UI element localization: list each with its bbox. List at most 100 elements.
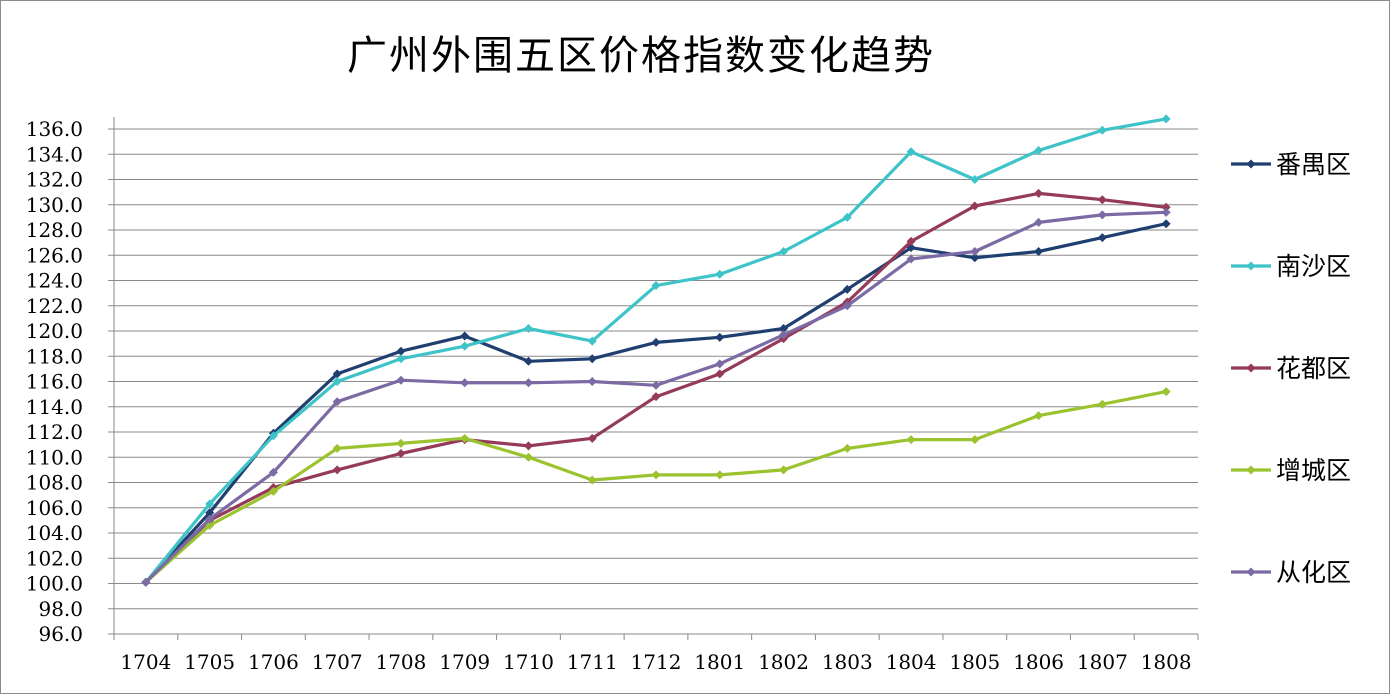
data-point [523, 323, 533, 333]
y-tick-label: 118.0 [26, 344, 83, 368]
legend-marker [1246, 465, 1256, 475]
legend-item-3: 花都区 [1231, 354, 1351, 383]
x-tick-label: 1709 [439, 650, 490, 674]
data-point [1097, 125, 1107, 135]
data-point [460, 433, 470, 443]
data-point [970, 175, 980, 184]
data-point [523, 441, 533, 451]
data-point [715, 269, 725, 279]
data-point [651, 392, 661, 402]
y-tick-label: 120.0 [26, 319, 83, 343]
data-point [332, 377, 342, 386]
data-point [1161, 114, 1171, 124]
data-point [779, 246, 789, 256]
data-point [715, 369, 725, 379]
axes [108, 117, 1199, 640]
data-point [396, 375, 406, 385]
data-point [396, 354, 406, 364]
data-point [651, 380, 661, 390]
legend-marker [1246, 567, 1256, 577]
legend-item-5: 从化区 [1231, 558, 1351, 587]
x-tick-label: 1707 [312, 650, 363, 674]
x-tick-label: 1804 [886, 650, 937, 674]
chart-title: 广州外围五区价格指数变化趋势 [347, 33, 935, 79]
legend-label: 增城区 [1276, 456, 1351, 485]
series-5 [141, 207, 1171, 587]
data-point [523, 378, 533, 388]
data-point [396, 438, 406, 448]
legend-item-4: 增城区 [1231, 456, 1351, 485]
y-tick-label: 98.0 [38, 597, 83, 621]
series-1 [141, 219, 1171, 587]
data-point [587, 377, 597, 386]
data-point [970, 435, 980, 445]
y-tick-label: 108.0 [26, 471, 83, 495]
data-point [970, 253, 980, 263]
data-point [205, 508, 215, 518]
series-2 [141, 114, 1171, 587]
data-point [1161, 202, 1171, 212]
y-tick-label: 122.0 [26, 294, 83, 318]
data-point [842, 301, 852, 311]
data-point [587, 354, 597, 364]
data-point [1097, 399, 1107, 409]
y-tick-label: 136.0 [26, 117, 83, 141]
data-point [651, 281, 661, 291]
y-tick-label: 126.0 [26, 243, 83, 267]
y-tick-label: 102.0 [26, 546, 83, 570]
x-tick-label: 1711 [567, 650, 618, 674]
x-tick-label: 1801 [694, 650, 745, 674]
data-point [1161, 207, 1171, 217]
data-point [268, 467, 278, 477]
y-tick-label: 110.0 [26, 445, 83, 469]
x-tick-label: 1802 [758, 650, 809, 674]
data-point [205, 499, 215, 509]
y-tick-label: 96.0 [38, 622, 83, 646]
data-point [906, 435, 916, 445]
legend-item-2: 南沙区 [1231, 252, 1351, 281]
y-tick-label: 106.0 [26, 496, 83, 520]
data-point [970, 246, 980, 256]
data-point [715, 359, 725, 369]
series-line [144, 222, 1168, 584]
data-point [1161, 387, 1171, 397]
data-point [779, 465, 789, 475]
data-point [1161, 219, 1171, 229]
y-tick-label: 128.0 [26, 218, 83, 242]
data-point [715, 332, 725, 342]
data-point [268, 431, 278, 441]
data-point [906, 147, 916, 157]
data-point [1097, 233, 1107, 243]
x-tick-label: 1705 [184, 650, 235, 674]
data-point [1034, 217, 1044, 227]
data-point [1034, 411, 1044, 421]
x-tick-label: 1803 [822, 650, 873, 674]
data-point [715, 470, 725, 480]
data-point [842, 212, 852, 222]
legend-item-1: 番禺区 [1231, 150, 1351, 179]
series-line [144, 390, 1168, 584]
legend-label: 南沙区 [1276, 252, 1351, 281]
y-tick-label: 104.0 [26, 521, 83, 545]
y-tick-label: 116.0 [26, 370, 83, 394]
data-point [587, 336, 597, 346]
data-point [779, 330, 789, 340]
series-4 [141, 387, 1171, 587]
data-point [460, 378, 470, 388]
data-point [1097, 210, 1107, 220]
data-point [651, 470, 661, 480]
data-point [842, 443, 852, 453]
legend-label: 番禺区 [1276, 150, 1351, 179]
legend-label: 花都区 [1276, 354, 1351, 383]
y-tick-label: 100.0 [26, 572, 83, 596]
data-point [587, 433, 597, 443]
data-point [906, 254, 916, 264]
x-tick-label: 1805 [949, 650, 1000, 674]
x-tick-label: 1807 [1077, 650, 1128, 674]
y-tick-label: 114.0 [26, 395, 83, 419]
data-point [779, 323, 789, 333]
x-tick-label: 1806 [1013, 650, 1064, 674]
